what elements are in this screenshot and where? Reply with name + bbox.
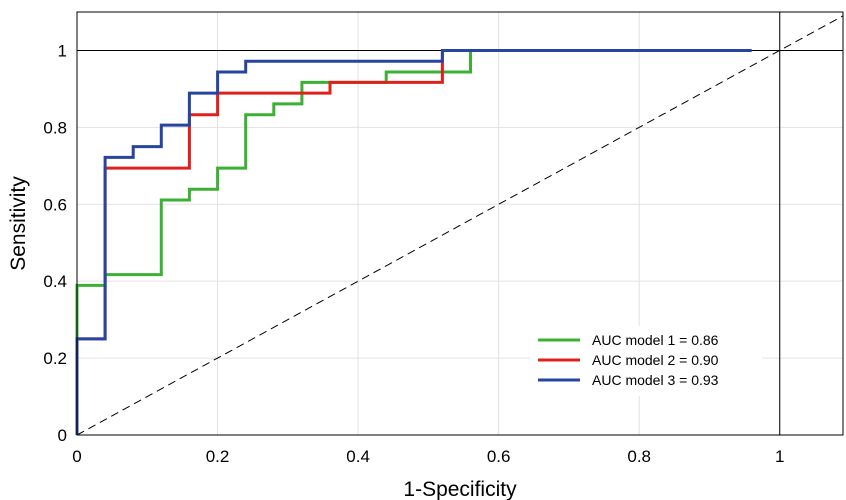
x-tick-label: 1 [775,447,784,466]
x-tick-label: 0 [72,447,81,466]
y-tick-label: 1 [58,41,67,60]
x-tick-label: 0.8 [627,447,651,466]
x-axis-ticks: 0 0.2 0.4 0.6 0.8 1 [72,447,784,466]
plot-frame [76,11,844,436]
x-axis-label: 1-Specificity [403,478,517,500]
series-line-model-1 [75,49,752,435]
legend-label-model-3: AUC model 3 = 0.93 [592,372,719,388]
y-tick-label: 0.8 [43,118,67,137]
x-tick-label: 0.2 [206,447,230,466]
x-tick-label: 0.4 [346,447,370,466]
series-layer [75,49,752,435]
y-tick-label: 0 [58,426,67,445]
y-axis-ticks: 0 0.2 0.4 0.6 0.8 1 [43,41,67,445]
y-tick-label: 0.2 [43,349,67,368]
series-line-model-3 [75,49,752,435]
x-tick-label: 0.6 [487,447,511,466]
legend-label-model-2: AUC model 2 = 0.90 [592,352,719,368]
legend: AUC model 1 = 0.86 AUC model 2 = 0.90 AUC … [530,326,762,396]
legend-label-model-1: AUC model 1 = 0.86 [592,332,719,348]
chance-diagonal-line [76,15,844,436]
y-tick-label: 0.4 [43,272,67,291]
y-axis-label: Sensitivity [7,176,30,271]
y-tick-label: 0.6 [43,195,67,214]
